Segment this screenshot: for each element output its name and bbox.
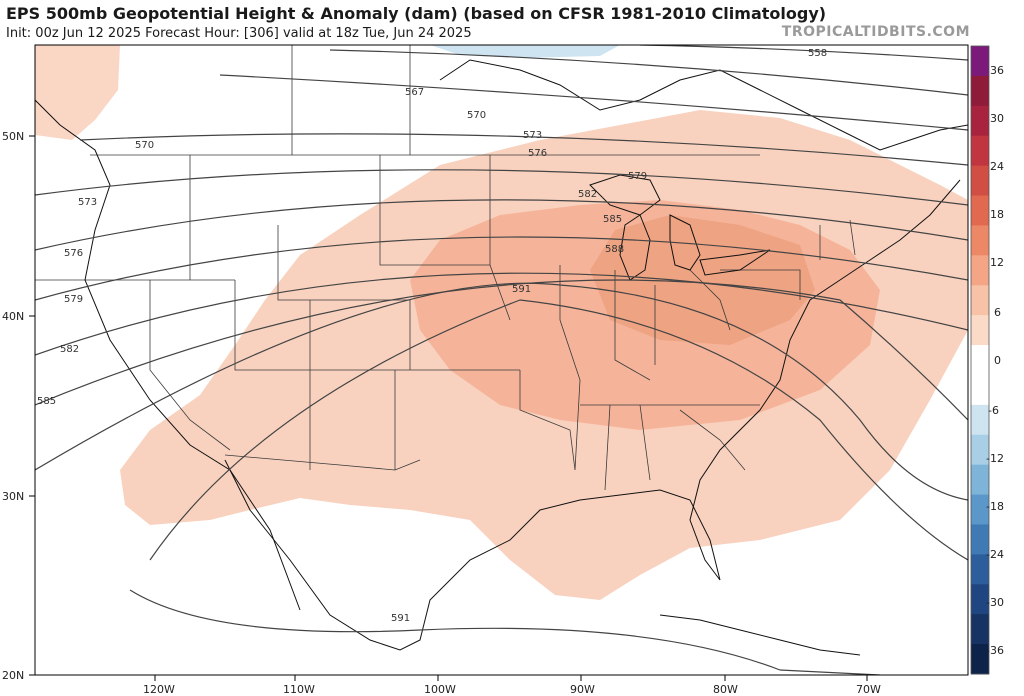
contour-label: 588 <box>605 244 624 255</box>
colorbar-label: 30 <box>990 112 1004 125</box>
contour-label: 585 <box>603 214 622 225</box>
contour-label: 591 <box>512 284 531 295</box>
brand-watermark: TROPICALTIDBITS.COM <box>781 24 970 40</box>
axis-ticks <box>29 135 868 681</box>
contour-label: 576 <box>64 248 83 259</box>
contour-label: 573 <box>78 197 97 208</box>
lat-label: 20N <box>2 669 24 682</box>
contour-label: 570 <box>467 110 486 121</box>
contour-label: 558 <box>808 48 827 59</box>
colorbar-swatch <box>971 584 989 615</box>
colorbar-label: -30 <box>986 596 1004 609</box>
colorbar-border <box>970 45 990 675</box>
colorbar-swatch <box>971 374 989 406</box>
colorbar-swatch <box>971 524 989 555</box>
contour-label: 579 <box>628 171 647 182</box>
colorbar-swatch <box>971 285 989 316</box>
colorbar-label: 36 <box>990 64 1004 77</box>
lat-label: 30N <box>2 490 24 503</box>
colorbar-swatch <box>971 195 989 226</box>
colorbar-swatch <box>971 464 989 496</box>
contour-label: 582 <box>60 344 79 355</box>
colorbar-label: -6 <box>988 404 999 417</box>
colorbar <box>970 45 990 675</box>
contour-labels: 558 567 570 570 573 573 576 576 579 579 … <box>37 48 827 624</box>
colorbar-label: 12 <box>990 256 1004 269</box>
colorbar-label: 18 <box>990 208 1004 221</box>
colorbar-label: -12 <box>986 452 1004 465</box>
colorbar-label: -36 <box>986 644 1004 657</box>
latitude-labels: 50N 40N 30N 20N <box>2 130 24 682</box>
lon-label: 120W <box>143 683 175 696</box>
map-subtitle: Init: 00z Jun 12 2025 Forecast Hour: [30… <box>6 26 472 41</box>
contour-label: 573 <box>523 130 542 141</box>
colorbar-swatch <box>971 75 989 107</box>
colorbar-label: 24 <box>990 160 1004 173</box>
lon-label: 100W <box>424 683 456 696</box>
longitude-labels: 120W 110W 100W 90W 80W 70W <box>143 683 881 696</box>
colorbar-swatch <box>971 644 989 675</box>
colorbar-swatch <box>971 434 989 466</box>
colorbar-swatch <box>971 554 989 585</box>
colorbar-swatch <box>971 614 989 645</box>
contour-label: 579 <box>64 294 83 305</box>
contour-label: 585 <box>37 396 56 407</box>
colorbar-swatch <box>971 345 989 376</box>
colorbar-label: -24 <box>986 548 1004 561</box>
anomaly-6-region <box>35 45 120 140</box>
colorbar-swatch <box>971 105 989 137</box>
colorbar-label: 0 <box>994 354 1001 367</box>
contour-label: 591 <box>391 613 410 624</box>
map-frame <box>34 44 969 676</box>
political-boundaries <box>35 45 856 491</box>
colorbar-swatch <box>971 165 989 197</box>
colorbar-swatch <box>971 225 989 256</box>
height-contours <box>35 45 968 675</box>
colorbar-swatch <box>971 46 989 77</box>
lon-label: 110W <box>283 683 315 696</box>
colorbar-label: -18 <box>986 500 1004 513</box>
contour-label: 582 <box>578 189 597 200</box>
colorbar-swatch <box>971 315 989 346</box>
colorbar-label: 6 <box>994 306 1001 319</box>
lat-label: 50N <box>2 130 24 143</box>
colorbar-swatch <box>971 494 989 525</box>
lon-label: 70W <box>856 683 881 696</box>
map-title: EPS 500mb Geopotential Height & Anomaly … <box>6 4 827 23</box>
colorbar-swatch <box>971 135 989 167</box>
colorbar-labels: 36 30 24 18 12 6 0 -6 -12 -18 -24 -30 -3… <box>986 64 1004 657</box>
colorbar-swatch <box>971 255 989 286</box>
lat-label: 40N <box>2 310 24 323</box>
lon-label: 80W <box>713 683 738 696</box>
contour-label: 567 <box>405 87 424 98</box>
contour-label: 576 <box>528 148 547 159</box>
contour-label: 570 <box>135 140 154 151</box>
anomaly-18-region <box>590 215 815 345</box>
colorbar-swatch <box>971 404 989 436</box>
lon-label: 90W <box>570 683 595 696</box>
